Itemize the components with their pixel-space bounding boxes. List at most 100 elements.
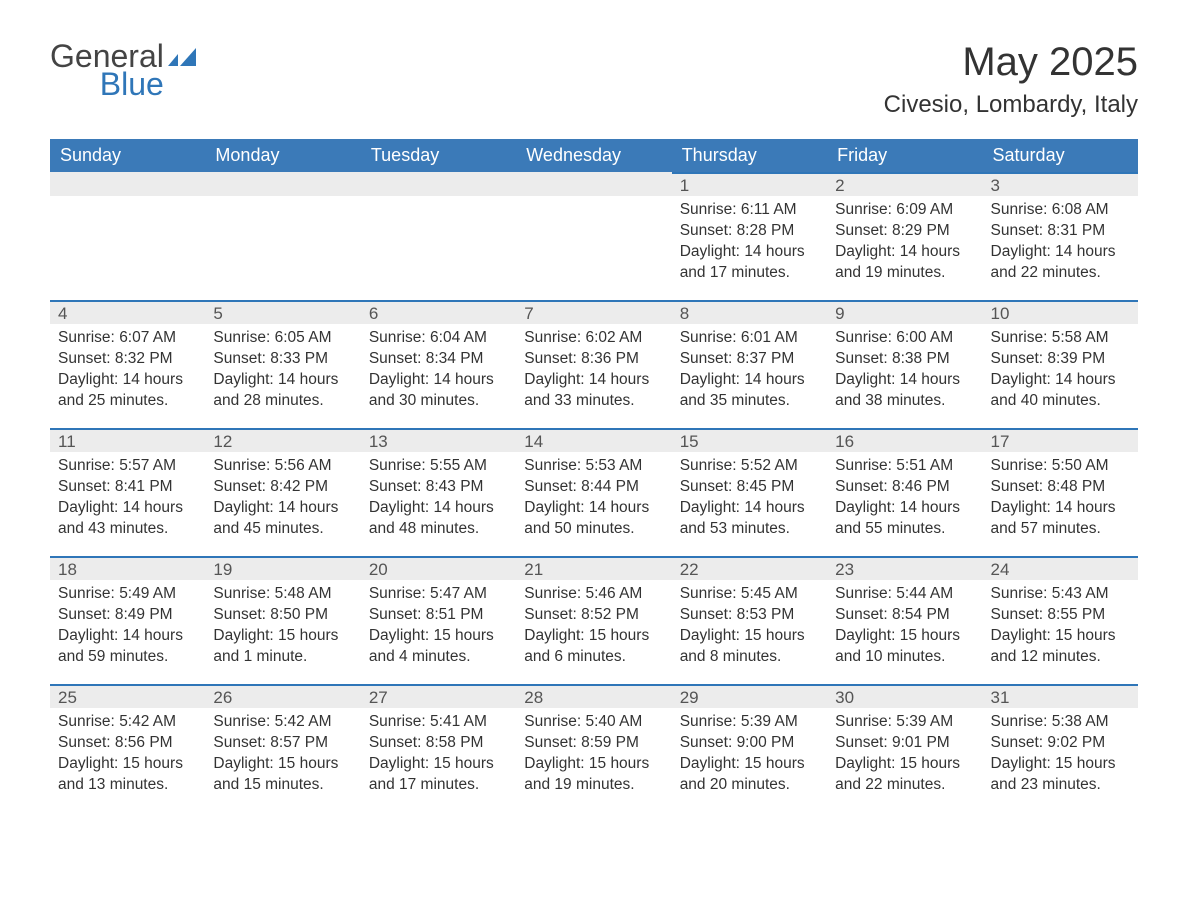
sunrise-value: 5:47 AM xyxy=(430,585,487,602)
day-number: 2 xyxy=(827,172,982,196)
day-number: 3 xyxy=(983,172,1138,196)
sunset-label: Sunset: xyxy=(680,222,733,239)
sunrise-label: Sunrise: xyxy=(680,201,737,218)
sunset-label: Sunset: xyxy=(835,734,888,751)
sunset-value: 9:00 PM xyxy=(737,734,795,751)
day-number: 9 xyxy=(827,300,982,324)
daylight-label: Daylight: xyxy=(58,627,118,644)
day-content: Sunrise: 5:41 AMSunset: 8:58 PMDaylight:… xyxy=(361,708,516,804)
sunrise-label: Sunrise: xyxy=(369,329,426,346)
day-content: Sunrise: 6:07 AMSunset: 8:32 PMDaylight:… xyxy=(50,324,205,420)
sunrise-value: 5:39 AM xyxy=(741,713,798,730)
day-content: Sunrise: 6:08 AMSunset: 8:31 PMDaylight:… xyxy=(983,196,1138,292)
sunset-label: Sunset: xyxy=(213,350,266,367)
day-number: 24 xyxy=(983,556,1138,580)
weekday-header: Tuesday xyxy=(361,139,516,172)
sunset-label: Sunset: xyxy=(58,350,111,367)
day-content: Sunrise: 5:43 AMSunset: 8:55 PMDaylight:… xyxy=(983,580,1138,676)
daylight-line: Daylight: 15 hours and 10 minutes. xyxy=(835,626,974,668)
sunset-label: Sunset: xyxy=(835,606,888,623)
sunset-line: Sunset: 8:46 PM xyxy=(835,477,974,498)
sunrise-label: Sunrise: xyxy=(213,585,270,602)
day-content: Sunrise: 6:01 AMSunset: 8:37 PMDaylight:… xyxy=(672,324,827,420)
sunrise-value: 6:02 AM xyxy=(585,329,642,346)
sunset-line: Sunset: 9:02 PM xyxy=(991,733,1130,754)
sunrise-line: Sunrise: 5:38 AM xyxy=(991,712,1130,733)
sunset-line: Sunset: 8:44 PM xyxy=(524,477,663,498)
location-subtitle: Civesio, Lombardy, Italy xyxy=(884,91,1138,119)
sunrise-value: 5:51 AM xyxy=(896,457,953,474)
daylight-label: Daylight: xyxy=(524,755,584,772)
calendar-cell: 24Sunrise: 5:43 AMSunset: 8:55 PMDayligh… xyxy=(983,556,1138,684)
daylight-label: Daylight: xyxy=(524,627,584,644)
daylight-line: Daylight: 15 hours and 13 minutes. xyxy=(58,754,197,796)
sunrise-line: Sunrise: 6:08 AM xyxy=(991,200,1130,221)
daylight-line: Daylight: 14 hours and 17 minutes. xyxy=(680,242,819,284)
daylight-line: Daylight: 15 hours and 15 minutes. xyxy=(213,754,352,796)
sunrise-value: 5:53 AM xyxy=(585,457,642,474)
daylight-line: Daylight: 14 hours and 25 minutes. xyxy=(58,370,197,412)
sunset-value: 8:28 PM xyxy=(737,222,795,239)
brand-logo: General Blue xyxy=(50,40,204,100)
sunrise-line: Sunrise: 5:49 AM xyxy=(58,584,197,605)
day-content: Sunrise: 5:55 AMSunset: 8:43 PMDaylight:… xyxy=(361,452,516,548)
daylight-line: Daylight: 14 hours and 19 minutes. xyxy=(835,242,974,284)
calendar-cell: 6Sunrise: 6:04 AMSunset: 8:34 PMDaylight… xyxy=(361,300,516,428)
day-number: 27 xyxy=(361,684,516,708)
day-number: 19 xyxy=(205,556,360,580)
sunrise-label: Sunrise: xyxy=(58,585,115,602)
calendar-row: 1Sunrise: 6:11 AMSunset: 8:28 PMDaylight… xyxy=(50,172,1138,300)
sunrise-value: 5:44 AM xyxy=(896,585,953,602)
day-number: 15 xyxy=(672,428,827,452)
day-content: Sunrise: 5:53 AMSunset: 8:44 PMDaylight:… xyxy=(516,452,671,548)
day-number: 22 xyxy=(672,556,827,580)
calendar-cell: 17Sunrise: 5:50 AMSunset: 8:48 PMDayligh… xyxy=(983,428,1138,556)
daylight-line: Daylight: 14 hours and 43 minutes. xyxy=(58,498,197,540)
month-title: May 2025 xyxy=(884,40,1138,85)
daylight-label: Daylight: xyxy=(369,627,429,644)
sunset-label: Sunset: xyxy=(524,734,577,751)
calendar-cell: 28Sunrise: 5:40 AMSunset: 8:59 PMDayligh… xyxy=(516,684,671,812)
calendar-cell: 19Sunrise: 5:48 AMSunset: 8:50 PMDayligh… xyxy=(205,556,360,684)
daylight-line: Daylight: 15 hours and 4 minutes. xyxy=(369,626,508,668)
sunset-line: Sunset: 8:54 PM xyxy=(835,605,974,626)
sunrise-value: 5:52 AM xyxy=(741,457,798,474)
sunrise-label: Sunrise: xyxy=(835,713,892,730)
sunrise-value: 5:58 AM xyxy=(1052,329,1109,346)
daylight-label: Daylight: xyxy=(835,371,895,388)
sunrise-label: Sunrise: xyxy=(680,457,737,474)
sunrise-value: 5:56 AM xyxy=(275,457,332,474)
daylight-label: Daylight: xyxy=(58,755,118,772)
daylight-label: Daylight: xyxy=(213,627,273,644)
sunrise-line: Sunrise: 5:46 AM xyxy=(524,584,663,605)
sunset-value: 8:50 PM xyxy=(270,606,328,623)
sunset-value: 9:01 PM xyxy=(892,734,950,751)
sunrise-line: Sunrise: 5:55 AM xyxy=(369,456,508,477)
sunrise-line: Sunrise: 5:53 AM xyxy=(524,456,663,477)
empty-day-bar xyxy=(50,172,205,196)
sunrise-line: Sunrise: 5:56 AM xyxy=(213,456,352,477)
sunrise-line: Sunrise: 6:01 AM xyxy=(680,328,819,349)
sunrise-label: Sunrise: xyxy=(991,585,1048,602)
daylight-line: Daylight: 14 hours and 22 minutes. xyxy=(991,242,1130,284)
sunrise-label: Sunrise: xyxy=(58,457,115,474)
sunset-label: Sunset: xyxy=(991,222,1044,239)
sunrise-line: Sunrise: 6:05 AM xyxy=(213,328,352,349)
sunrise-label: Sunrise: xyxy=(524,329,581,346)
daylight-line: Daylight: 14 hours and 33 minutes. xyxy=(524,370,663,412)
sunset-line: Sunset: 8:31 PM xyxy=(991,221,1130,242)
page-header: General Blue May 2025 Civesio, Lombardy,… xyxy=(50,40,1138,119)
day-content: Sunrise: 6:04 AMSunset: 8:34 PMDaylight:… xyxy=(361,324,516,420)
day-number: 23 xyxy=(827,556,982,580)
day-content: Sunrise: 5:49 AMSunset: 8:49 PMDaylight:… xyxy=(50,580,205,676)
day-number: 18 xyxy=(50,556,205,580)
day-content: Sunrise: 5:51 AMSunset: 8:46 PMDaylight:… xyxy=(827,452,982,548)
sunrise-line: Sunrise: 5:48 AM xyxy=(213,584,352,605)
sunset-line: Sunset: 8:57 PM xyxy=(213,733,352,754)
sunset-label: Sunset: xyxy=(369,606,422,623)
sunset-line: Sunset: 8:37 PM xyxy=(680,349,819,370)
calendar-table: SundayMondayTuesdayWednesdayThursdayFrid… xyxy=(50,139,1138,812)
calendar-cell: 8Sunrise: 6:01 AMSunset: 8:37 PMDaylight… xyxy=(672,300,827,428)
weekday-header: Saturday xyxy=(983,139,1138,172)
sunrise-label: Sunrise: xyxy=(524,585,581,602)
